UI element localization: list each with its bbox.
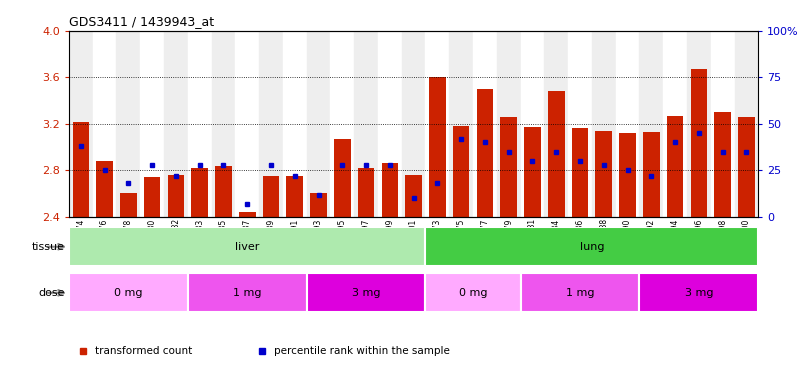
Bar bbox=[639, 31, 663, 217]
Bar bbox=[595, 131, 612, 217]
Bar bbox=[358, 168, 375, 217]
Bar bbox=[426, 273, 521, 312]
Bar bbox=[144, 177, 161, 217]
Bar bbox=[639, 273, 758, 312]
Bar bbox=[354, 31, 378, 217]
Bar bbox=[69, 31, 92, 217]
Bar bbox=[497, 31, 521, 217]
Bar bbox=[406, 175, 422, 217]
Bar bbox=[710, 31, 735, 217]
Text: transformed count: transformed count bbox=[95, 346, 192, 356]
Bar bbox=[477, 89, 493, 217]
Bar bbox=[429, 77, 446, 217]
Bar bbox=[72, 121, 89, 217]
Bar bbox=[548, 91, 564, 217]
Bar bbox=[401, 31, 426, 217]
Bar bbox=[592, 31, 616, 217]
Bar bbox=[140, 31, 164, 217]
Text: liver: liver bbox=[235, 242, 260, 252]
Bar bbox=[168, 175, 184, 217]
Bar bbox=[286, 176, 303, 217]
Text: 0 mg: 0 mg bbox=[459, 288, 487, 298]
Text: 1 mg: 1 mg bbox=[566, 288, 594, 298]
Bar bbox=[620, 133, 636, 217]
Bar bbox=[690, 69, 707, 217]
Bar bbox=[738, 117, 755, 217]
Bar bbox=[449, 31, 473, 217]
Bar bbox=[69, 227, 426, 266]
Bar bbox=[283, 31, 307, 217]
Text: percentile rank within the sample: percentile rank within the sample bbox=[274, 346, 450, 356]
Bar bbox=[426, 227, 758, 266]
Bar bbox=[235, 31, 259, 217]
Bar bbox=[334, 139, 350, 217]
Bar bbox=[330, 31, 354, 217]
Bar bbox=[473, 31, 497, 217]
Text: dose: dose bbox=[38, 288, 65, 298]
Bar bbox=[378, 31, 401, 217]
Text: GDS3411 / 1439943_at: GDS3411 / 1439943_at bbox=[69, 15, 214, 28]
Bar bbox=[97, 161, 113, 217]
Bar bbox=[521, 31, 544, 217]
Bar bbox=[191, 168, 208, 217]
Bar bbox=[500, 117, 517, 217]
Text: 0 mg: 0 mg bbox=[114, 288, 143, 298]
Text: 3 mg: 3 mg bbox=[352, 288, 380, 298]
Bar bbox=[215, 166, 232, 217]
Bar bbox=[164, 31, 188, 217]
Text: 3 mg: 3 mg bbox=[684, 288, 713, 298]
Bar bbox=[572, 129, 588, 217]
Bar bbox=[714, 112, 731, 217]
Bar bbox=[521, 273, 639, 312]
Bar bbox=[259, 31, 283, 217]
Bar bbox=[643, 132, 659, 217]
Bar bbox=[239, 212, 255, 217]
Bar bbox=[687, 31, 710, 217]
Bar bbox=[667, 116, 684, 217]
Bar bbox=[307, 31, 330, 217]
Bar bbox=[311, 192, 327, 217]
Bar bbox=[307, 273, 426, 312]
Bar bbox=[117, 31, 140, 217]
Bar bbox=[92, 31, 117, 217]
Bar bbox=[69, 273, 188, 312]
Bar bbox=[120, 192, 137, 217]
Bar bbox=[524, 127, 541, 217]
Bar bbox=[426, 31, 449, 217]
Bar bbox=[663, 31, 687, 217]
Bar bbox=[735, 31, 758, 217]
Bar bbox=[381, 164, 398, 217]
Bar bbox=[616, 31, 639, 217]
Bar bbox=[453, 126, 470, 217]
Bar bbox=[212, 31, 235, 217]
Bar bbox=[188, 31, 212, 217]
Bar bbox=[569, 31, 592, 217]
Bar bbox=[263, 176, 279, 217]
Text: tissue: tissue bbox=[32, 242, 65, 252]
Bar bbox=[188, 273, 307, 312]
Text: 1 mg: 1 mg bbox=[233, 288, 261, 298]
Bar bbox=[544, 31, 569, 217]
Text: lung: lung bbox=[580, 242, 604, 252]
